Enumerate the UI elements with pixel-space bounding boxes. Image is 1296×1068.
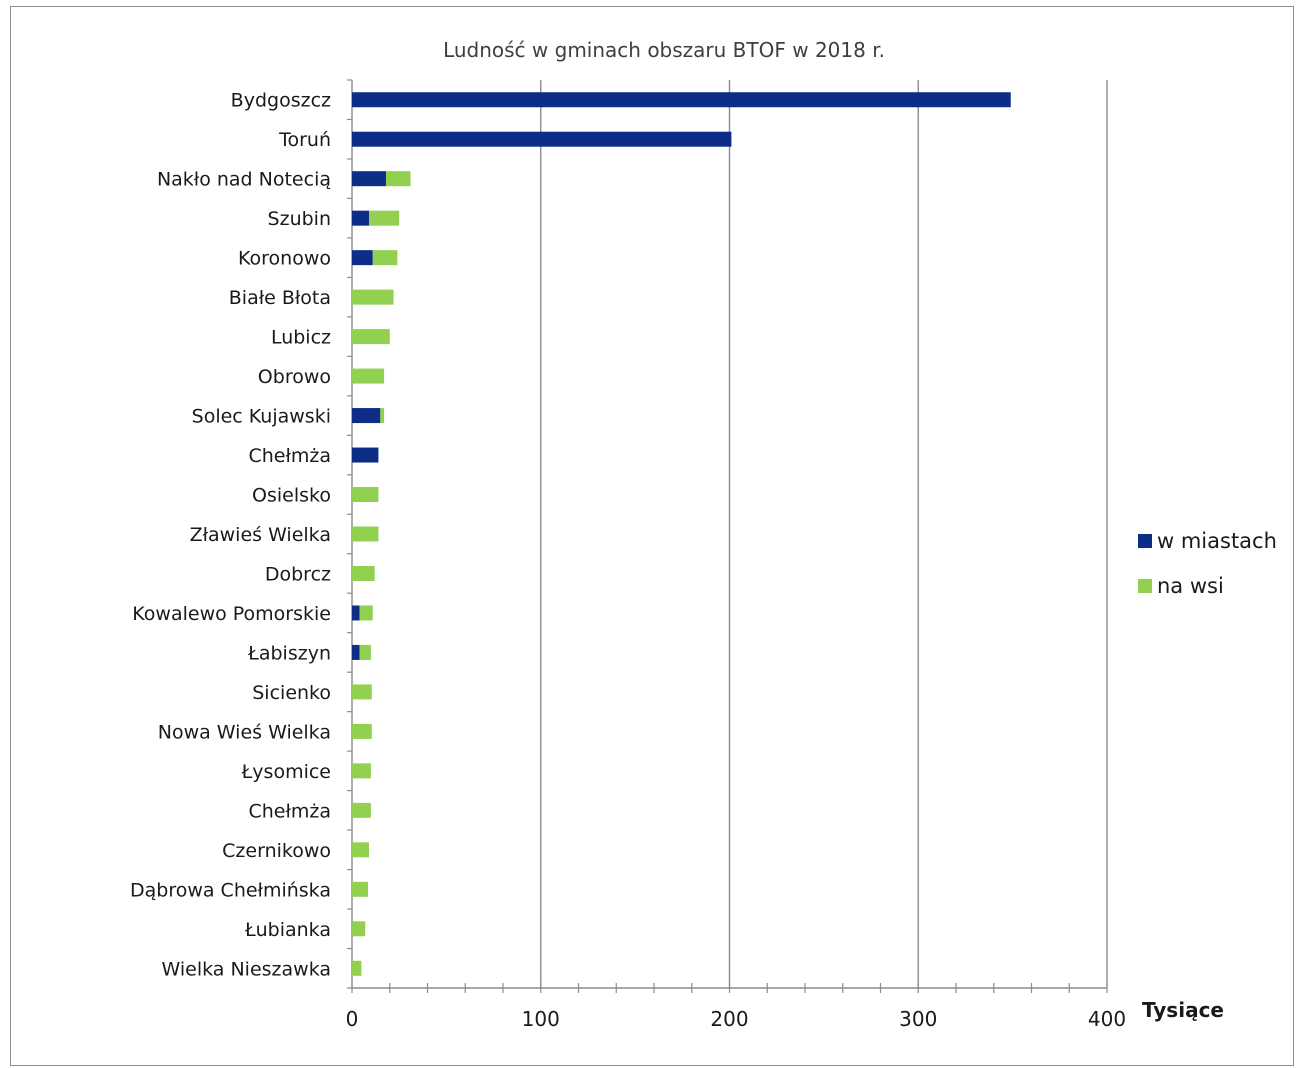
legend-swatch-1 [1138,579,1152,593]
category-label: Obrowo [258,366,331,388]
x-axis-ticks: 0 100 200 300 400 [346,1007,1126,1031]
category-label: Dąbrowa Chełmińska [130,879,331,901]
category-label: Chełmża [248,445,331,467]
bar-urban-8 [352,408,381,424]
bar-rural-13 [359,605,373,621]
category-label: Lubicz [271,327,331,349]
legend-label-0: w miastach [1157,529,1277,553]
bar-rural-12 [352,565,375,581]
x-axis-unit-label: Tysiące [1142,998,1224,1022]
legend-swatch-0 [1138,534,1152,548]
x-tick-label: 200 [710,1007,748,1031]
bar-urban-4 [352,250,373,266]
category-label: Osielsko [252,485,331,507]
category-label: Chełmża [248,800,331,822]
chart-frame [10,6,1294,1066]
x-tick-label: 300 [899,1007,937,1031]
bar-rural-4 [372,250,398,266]
bar-rural-7 [352,368,385,384]
category-label: Szubin [268,208,331,230]
legend-label-1: na wsi [1157,574,1224,598]
category-label: Solec Kujawski [192,406,331,428]
category-label: Kowalewo Pomorskie [132,603,331,625]
bar-urban-3 [352,210,369,226]
bar-rural-17 [352,763,371,779]
category-label: Nakło nad Notecią [157,169,331,191]
category-label: Łabiszyn [247,642,331,664]
category-label: Wielka Nieszawka [161,958,331,980]
x-tick-label: 400 [1088,1007,1126,1031]
x-tick-label: 0 [346,1007,359,1031]
bar-rural-10 [352,487,379,503]
category-label: Dobrcz [265,563,331,585]
bar-rural-15 [352,684,372,700]
chart-title: Ludność w gminach obszaru BTOF w 2018 r. [443,38,885,62]
x-tick-label: 100 [522,1007,560,1031]
bar-rural-14 [359,644,371,660]
bar-rural-22 [352,960,362,976]
bar-urban-9 [352,447,379,463]
bar-rural-16 [352,723,372,739]
bar-rural-20 [352,881,369,897]
bars [352,92,1011,976]
category-label: Toruń [278,129,331,151]
category-label: Łysomice [241,761,331,783]
bar-urban-13 [352,605,360,621]
bar-rural-18 [352,802,371,818]
bar-rural-2 [385,171,411,187]
category-label: Czernikowo [222,840,331,862]
bar-rural-5 [352,289,394,305]
bar-rural-19 [352,842,369,858]
category-label: Nowa Wieś Wielka [158,721,331,743]
category-label: Bydgoszcz [231,90,331,112]
bar-rural-8 [380,408,385,424]
bar-urban-14 [352,644,360,660]
bar-rural-21 [352,921,366,937]
category-labels: Bydgoszcz Toruń Nakło nad Notecią Szubin Kor… [130,90,331,981]
grid [347,79,1108,993]
bar-urban-0 [352,92,1011,108]
legend: w miastach na wsi [1138,529,1277,598]
category-label: Koronowo [238,248,331,270]
bar-rural-11 [352,526,379,542]
category-label: Zławieś Wielka [190,524,331,546]
bar-rural-3 [368,210,400,226]
bar-rural-6 [352,329,390,345]
category-label: Białe Błota [229,287,331,309]
bar-urban-2 [352,171,386,187]
bar-urban-1 [352,131,732,147]
category-label: Łubianka [244,919,331,941]
category-label: Sicienko [252,682,331,704]
